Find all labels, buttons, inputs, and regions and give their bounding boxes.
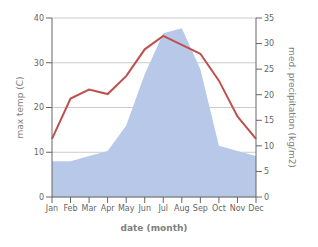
svg-text:40: 40: [34, 14, 44, 23]
svg-text:Jun: Jun: [137, 204, 151, 213]
svg-text:0: 0: [39, 193, 44, 202]
svg-text:5: 5: [264, 167, 269, 176]
svg-text:10: 10: [34, 148, 44, 157]
svg-text:Oct: Oct: [212, 204, 226, 213]
svg-text:Nov: Nov: [230, 204, 246, 213]
svg-text:25: 25: [264, 65, 274, 74]
svg-text:0: 0: [264, 193, 269, 202]
svg-text:Feb: Feb: [63, 204, 77, 213]
svg-text:Jan: Jan: [45, 204, 58, 213]
svg-text:Jul: Jul: [157, 204, 168, 213]
svg-text:Sep: Sep: [193, 204, 208, 213]
svg-text:20: 20: [34, 103, 44, 112]
svg-text:med. precipitation (kg/m2): med. precipitation (kg/m2): [287, 47, 297, 168]
svg-text:Dec: Dec: [248, 204, 263, 213]
svg-text:30: 30: [34, 59, 44, 68]
svg-text:date (month): date (month): [121, 223, 188, 233]
svg-text:May: May: [118, 204, 135, 213]
svg-text:30: 30: [264, 39, 274, 48]
svg-text:Apr: Apr: [101, 204, 116, 213]
svg-text:max temp (C): max temp (C): [15, 76, 25, 138]
svg-text:35: 35: [264, 14, 274, 23]
svg-text:10: 10: [264, 142, 274, 151]
svg-text:20: 20: [264, 91, 274, 100]
svg-text:15: 15: [264, 116, 274, 125]
svg-text:Aug: Aug: [174, 204, 190, 213]
svg-text:Mar: Mar: [82, 204, 98, 213]
